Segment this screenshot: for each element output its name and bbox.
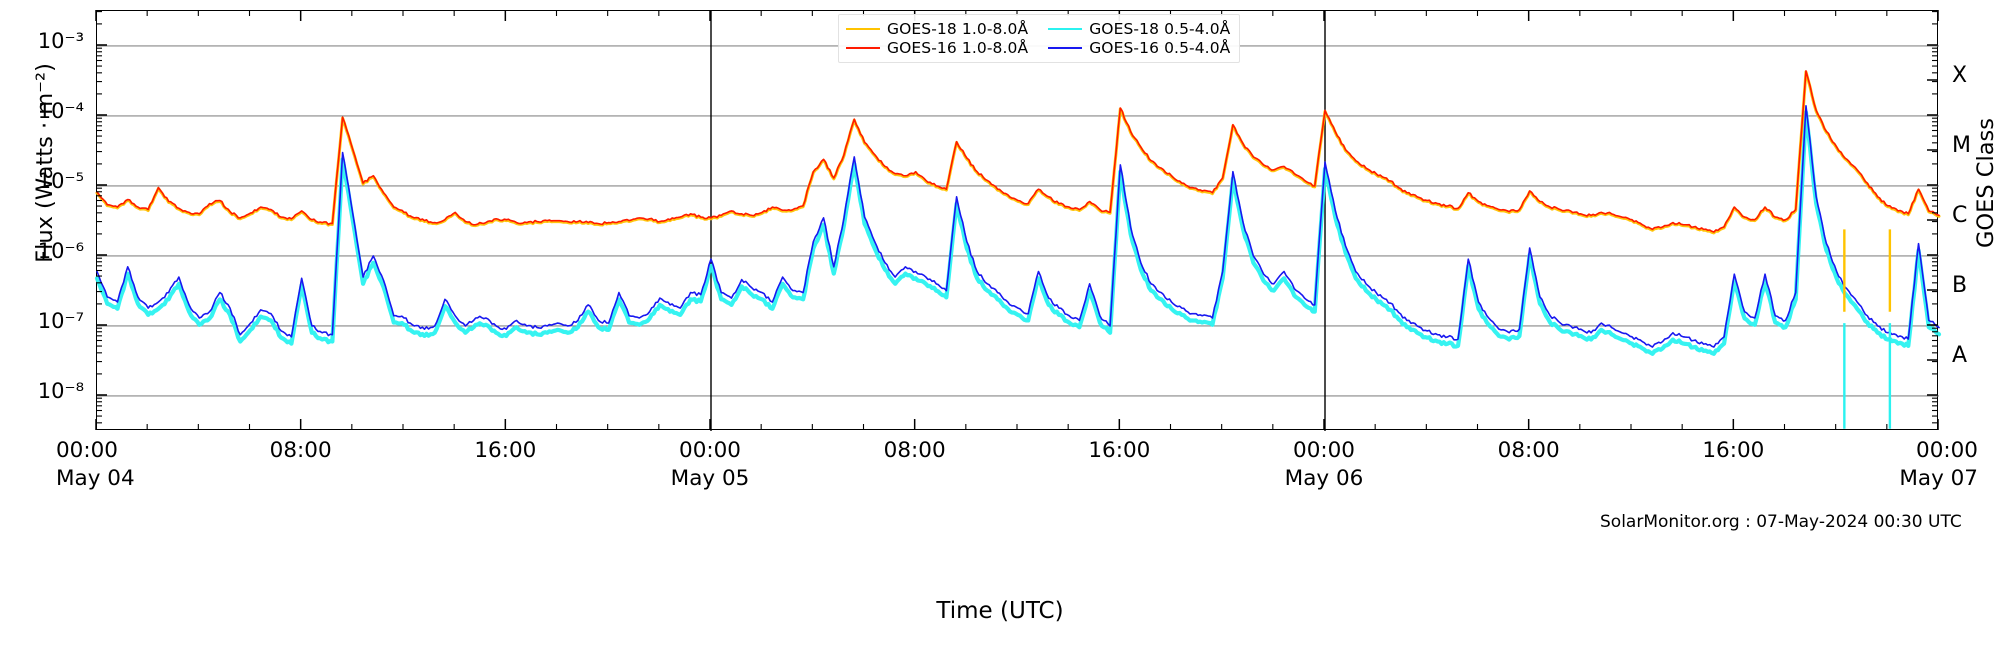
- axis-tick-label: 10⁻³: [37, 28, 84, 53]
- axis-tick-label: 10⁻⁷: [37, 308, 84, 333]
- axis-tick-label: 00:00: [1293, 438, 1355, 463]
- axis-tick-label: C: [1952, 203, 1968, 228]
- axis-tick-label: 08:00: [1497, 438, 1560, 463]
- legend-swatch-goes18-long: [846, 28, 880, 30]
- axis-tick-label: 16:00: [1088, 438, 1151, 463]
- axis-tick-label: 00:00: [56, 438, 118, 463]
- series-line-goes18-short: [94, 110, 1942, 356]
- legend-label-goes18-short: GOES-18 0.5-4.0Å: [1089, 20, 1231, 38]
- chart-legend: GOES-18 1.0-8.0Å GOES-18 0.5-4.0Å GOES-1…: [838, 14, 1241, 63]
- legend-swatch-goes16-long: [846, 47, 880, 49]
- axis-tick-label: May 07: [1899, 466, 1978, 491]
- axis-tick-label: May 06: [1284, 466, 1364, 491]
- axis-tick-label: 10⁻⁴: [37, 98, 84, 123]
- legend-item-goes18-long: GOES-18 1.0-8.0Å: [846, 20, 1028, 38]
- legend-label-goes16-long: GOES-16 1.0-8.0Å: [887, 39, 1029, 57]
- source-credit: SolarMonitor.org : 07-May-2024 00:30 UTC: [1600, 512, 1962, 532]
- legend-item-goes18-short: GOES-18 0.5-4.0Å: [1048, 20, 1230, 38]
- series-line-goes16-short: [96, 104, 1940, 348]
- data-series-layer: [94, 70, 1942, 429]
- axis-tick-label: 16:00: [1702, 438, 1765, 463]
- axis-tick-label: 16:00: [474, 438, 537, 463]
- axis-tick-label: 10⁻⁶: [37, 238, 84, 263]
- axis-tick-label: 10⁻⁸: [37, 378, 84, 403]
- axis-tick-label: B: [1952, 273, 1968, 298]
- axis-tick-label: 00:00: [679, 438, 741, 463]
- axis-tick-label: M: [1952, 133, 1971, 158]
- axis-tick-label: 00:00: [1916, 438, 1978, 463]
- legend-label-goes16-short: GOES-16 0.5-4.0Å: [1089, 39, 1231, 57]
- legend-item-goes16-short: GOES-16 0.5-4.0Å: [1048, 39, 1230, 57]
- gridlines: [97, 11, 1939, 431]
- x-axis-title: Time (UTC): [936, 598, 1064, 624]
- axis-tick-label: May 04: [56, 466, 135, 491]
- axis-tick-label: 08:00: [883, 438, 946, 463]
- plot-area: [94, 10, 1942, 431]
- axis-tick-label: A: [1952, 343, 1968, 368]
- legend-item-goes16-long: GOES-16 1.0-8.0Å: [846, 39, 1028, 57]
- legend-swatch-goes16-short: [1048, 47, 1083, 49]
- axis-tick-label: 08:00: [269, 438, 332, 463]
- series-line-goes16-long: [96, 70, 1940, 233]
- axis-tick-label: X: [1952, 63, 1968, 88]
- axis-tick-label: May 05: [670, 466, 750, 491]
- legend-swatch-goes18-short: [1048, 28, 1083, 30]
- legend-label-goes18-long: GOES-18 1.0-8.0Å: [887, 20, 1029, 38]
- axis-tick-label: 10⁻⁵: [37, 168, 84, 193]
